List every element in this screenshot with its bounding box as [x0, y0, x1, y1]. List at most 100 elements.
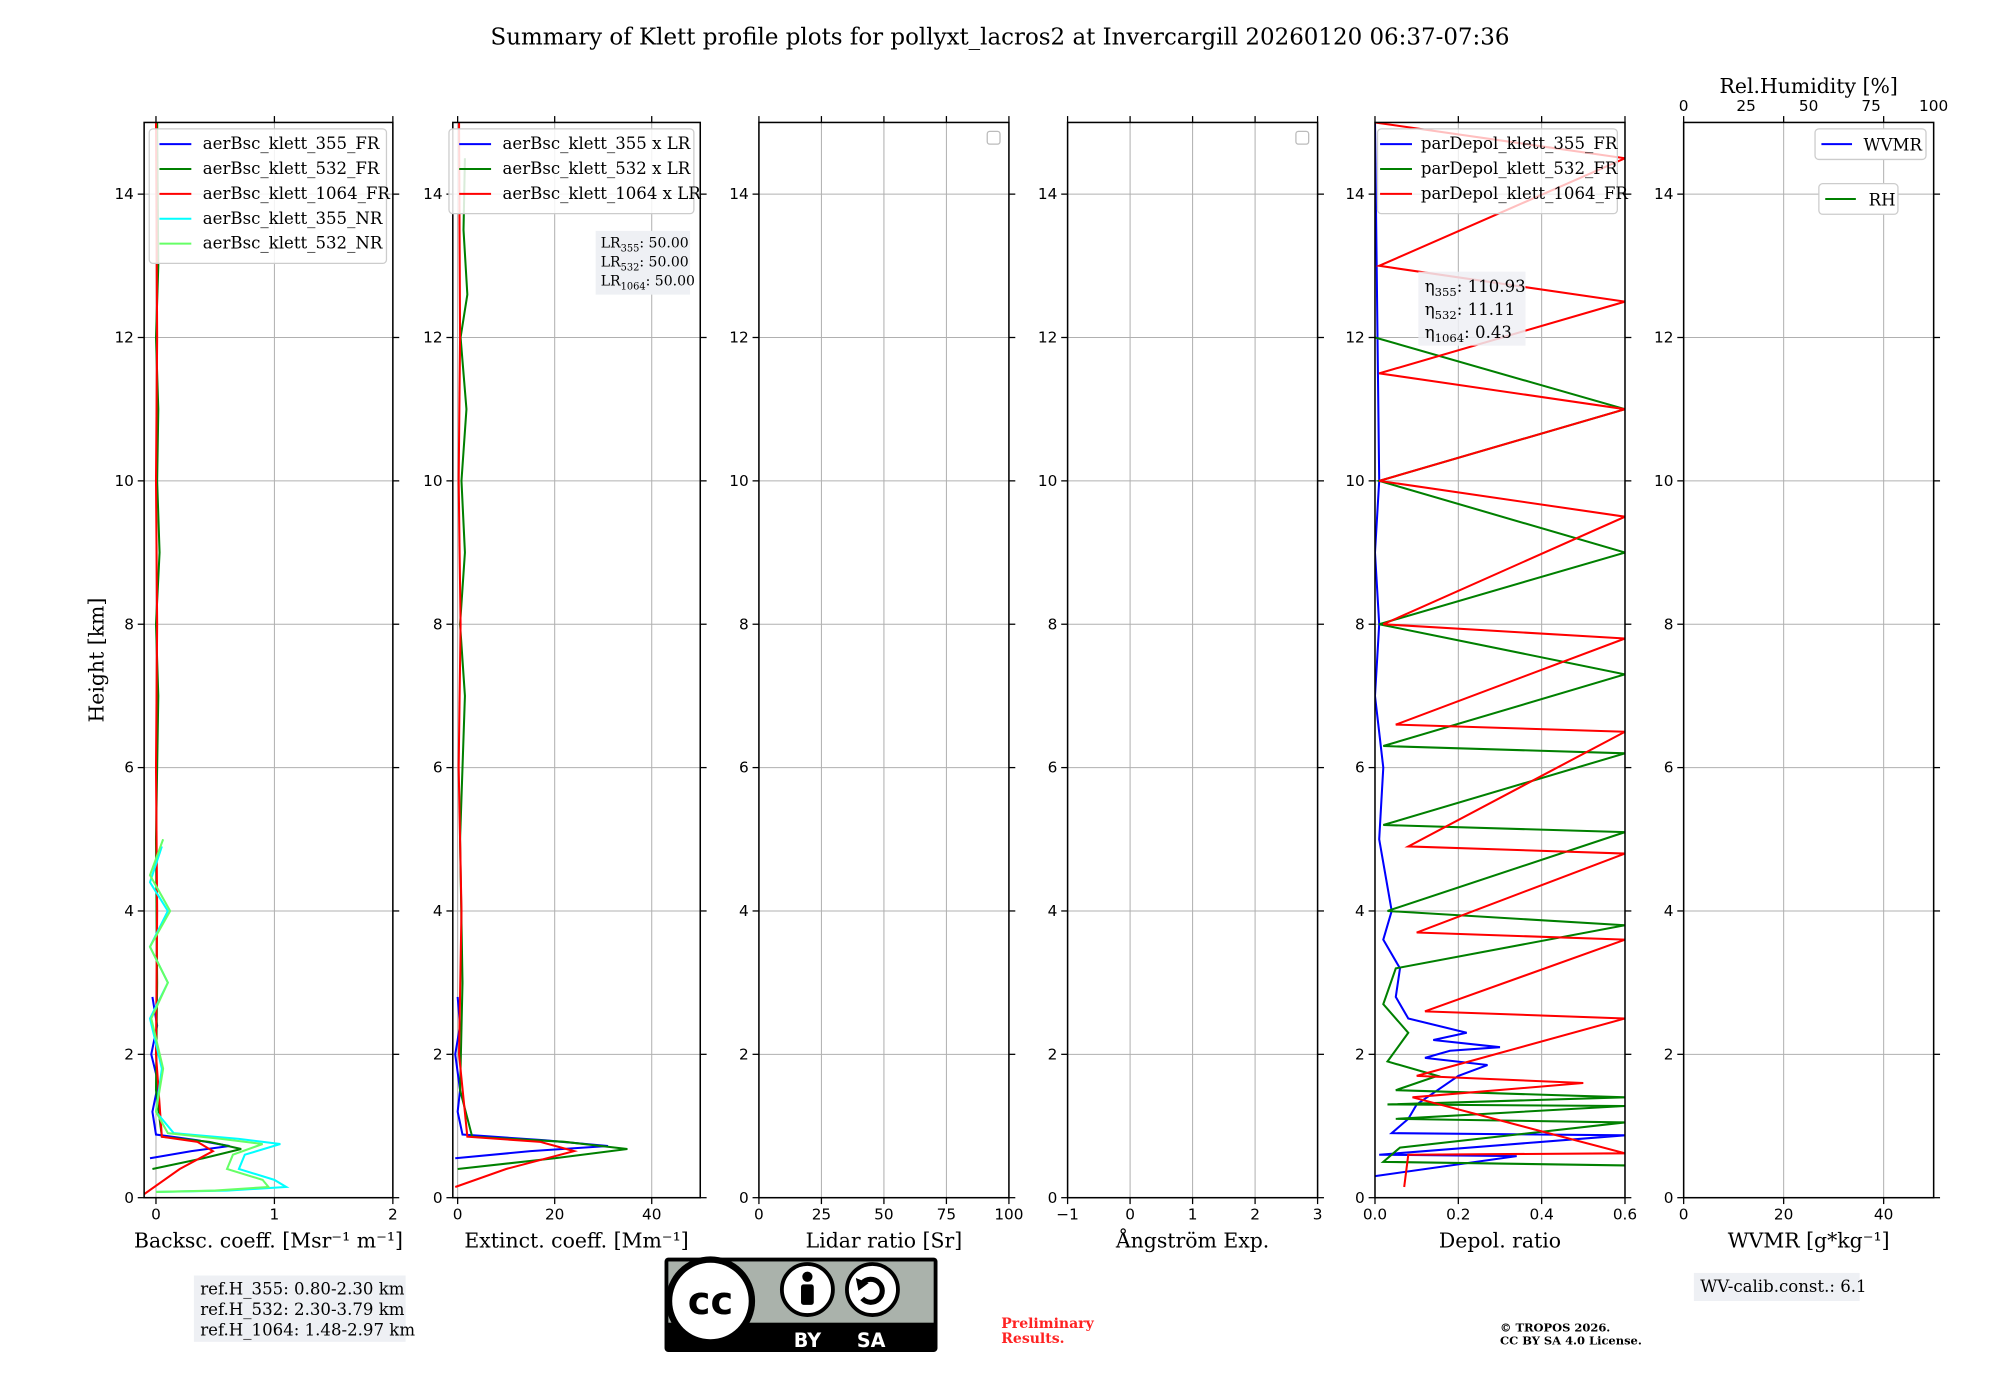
- x-tick-label: 0: [1125, 1205, 1135, 1223]
- y-tick-label: 2: [739, 1045, 749, 1063]
- x-tick-label: 100: [994, 1205, 1023, 1223]
- x-tick-label: −1: [1056, 1205, 1079, 1223]
- legend-box: [148, 128, 388, 265]
- y-tick-label: 4: [1355, 902, 1365, 920]
- y-axis-label: Height [km]: [84, 598, 108, 723]
- y-tick-label: 0: [1664, 1189, 1674, 1207]
- eta-line: η1064: 0.43: [1425, 323, 1512, 345]
- legend-label: WVMR: [1864, 136, 1923, 155]
- legend-label: RH: [1869, 190, 1896, 209]
- legend-label: parDepol_klett_355_FR: [1421, 134, 1618, 153]
- panel-depol: 0.0 0.2 0.4 0.6 0 2 4 6 8 10 12 14 Depol. ratio parDe…: [1345, 116, 1637, 1252]
- y-tick-label: 14: [1038, 185, 1057, 203]
- y-tick-label: 14: [1345, 185, 1364, 203]
- panel-wvmr: 0 20 40 0 2 4 6 8 10 12 14 WVMR [g*kg⁻¹] 0 25 50 75 100 R…: [1654, 74, 1948, 1302]
- x-tick-label: 0: [754, 1205, 764, 1223]
- top-x-axis-label: Rel.Humidity [%]: [1720, 74, 1898, 98]
- legend-label: aerBsc_klett_1064_FR: [203, 184, 391, 203]
- lidar-ratio-line: LR532: 50.00: [601, 255, 689, 274]
- lidar-ratio-box: [595, 230, 691, 295]
- legend-label: aerBsc_klett_355_FR: [203, 134, 380, 153]
- x-tick-label: 20: [545, 1205, 564, 1223]
- legend-label: aerBsc_klett_355 x LR: [503, 134, 691, 153]
- by-label: BY: [794, 1329, 823, 1352]
- y-tick-label: 4: [1664, 902, 1674, 920]
- cc-license-badge: cc BY SA: [664, 1256, 938, 1353]
- chart-title: Summary of Klett profile plots for polly…: [491, 25, 1510, 51]
- y-tick-label: 14: [423, 185, 442, 203]
- x-tick-label: 2: [1250, 1205, 1260, 1223]
- series-aerBsc_klett_355 x LR: [454, 996, 609, 1160]
- y-tick-label: 12: [423, 329, 442, 347]
- y-tick-label: 8: [739, 615, 749, 633]
- legend-label: parDepol_klett_532_FR: [1421, 159, 1618, 178]
- cc-text: cc: [688, 1279, 733, 1324]
- y-tick-label: 4: [124, 902, 134, 920]
- x-axis-label: Backsc. coeff. [Msr⁻¹ m⁻¹]: [134, 1228, 403, 1252]
- y-tick-label: 6: [1355, 759, 1365, 777]
- y-tick-label: 8: [124, 615, 134, 633]
- top-x-tick-label: 100: [1919, 97, 1948, 115]
- y-tick-label: 0: [433, 1189, 443, 1207]
- ref-height-line: ref.H_532: 2.30-3.79 km: [200, 1300, 405, 1319]
- y-tick-label: 8: [433, 615, 443, 633]
- series-parDepol_klett_1064_FR: [1374, 122, 1625, 1188]
- legend-box-wvmr: [1814, 128, 1927, 161]
- x-tick-label: 40: [1874, 1205, 1893, 1223]
- y-tick-label: 2: [1664, 1045, 1674, 1063]
- axes-frame: [452, 121, 702, 1199]
- series-aerBsc_klett_532 x LR: [457, 158, 628, 1171]
- y-tick-label: 10: [423, 472, 442, 490]
- axes-frame: [143, 121, 394, 1199]
- x-tick-label: 1: [270, 1205, 280, 1223]
- legend-label: aerBsc_klett_532_NR: [203, 234, 383, 253]
- top-x-tick-label: 50: [1799, 97, 1818, 115]
- empty-legend: [986, 130, 1001, 145]
- wv-calib-text: WV-calib.const.: 6.1: [1700, 1277, 1866, 1296]
- top-x-tick-label: 0: [1679, 97, 1689, 115]
- series-aerBsc_klett_532_NR: [148, 838, 271, 1193]
- y-tick-label: 2: [124, 1045, 134, 1063]
- legend-label: aerBsc_klett_532_FR: [203, 159, 380, 178]
- x-tick-label: 40: [642, 1205, 661, 1223]
- x-tick-label: 75: [937, 1205, 956, 1223]
- y-tick-label: 2: [1048, 1045, 1058, 1063]
- x-tick-label: 0.0: [1363, 1205, 1387, 1223]
- x-tick-label: 25: [812, 1205, 831, 1223]
- y-tick-label: 6: [433, 759, 443, 777]
- x-tick-label: 50: [874, 1205, 893, 1223]
- series-aerBsc_klett_1064 x LR: [454, 122, 579, 1188]
- series-aerBsc_klett_532_FR: [152, 122, 242, 1170]
- lidar-ratio-line: LR1064: 50.00: [601, 274, 695, 293]
- top-x-tick-label: 25: [1736, 97, 1755, 115]
- y-tick-label: 14: [1654, 185, 1673, 203]
- panel-lidar_ratio: 0 25 50 75 100 0 2 4 6 8 10 12 14 Lidar ratio [Sr]: [729, 116, 1024, 1252]
- x-tick-label: 1: [1188, 1205, 1198, 1223]
- axes-frame: [1374, 121, 1626, 1199]
- legend-label: aerBsc_klett_355_NR: [203, 209, 383, 228]
- y-tick-label: 4: [1048, 902, 1058, 920]
- y-tick-label: 10: [1345, 472, 1364, 490]
- y-tick-label: 2: [1355, 1045, 1365, 1063]
- x-axis-label: Depol. ratio: [1439, 1228, 1561, 1252]
- y-tick-label: 0: [1048, 1189, 1058, 1207]
- axes-frame: [1682, 121, 1935, 1199]
- legend-box: [1376, 128, 1618, 215]
- x-tick-label: 2: [388, 1205, 398, 1223]
- wv-calib-box: [1693, 1272, 1860, 1302]
- top-x-tick-label: 75: [1861, 97, 1880, 115]
- y-tick-label: 8: [1664, 615, 1674, 633]
- y-tick-label: 0: [1355, 1189, 1365, 1207]
- y-tick-label: 12: [1654, 329, 1673, 347]
- y-tick-label: 12: [729, 329, 748, 347]
- series-parDepol_klett_355_FR: [1374, 122, 1625, 1178]
- y-tick-label: 10: [114, 472, 133, 490]
- legend-box: [448, 128, 695, 215]
- sa-label: SA: [857, 1329, 886, 1352]
- preliminary-line-1: Preliminary: [1001, 1316, 1094, 1332]
